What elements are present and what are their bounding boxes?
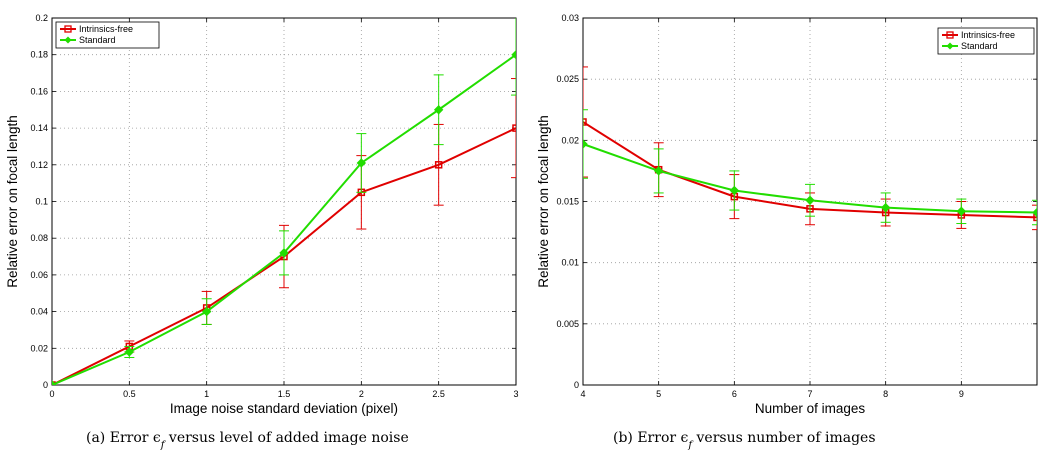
data-point [880, 202, 891, 213]
data-point [512, 124, 516, 132]
x-tick-label: 1.5 [278, 389, 291, 399]
data-point [583, 118, 587, 126]
x-tick-label: 3 [513, 389, 518, 399]
x-tick-label: 0 [49, 389, 54, 399]
x-axis-label: Number of images [755, 401, 866, 416]
data-point [201, 306, 212, 317]
series-intrinsics-free [583, 66, 1037, 231]
caption-subscript: f [160, 440, 167, 451]
x-tick-label: 0.5 [123, 389, 136, 399]
y-axis-label: Relative error on focal length [5, 115, 20, 288]
y-tick-label: 0.14 [30, 123, 48, 133]
x-tick-label: 2.5 [432, 389, 445, 399]
y-tick-label: 0.18 [30, 50, 48, 60]
chart-a: 0 0.5 1 1.5 2 2.5 3 0 0.02 0.04 0.06 0.08 0.1 0.12 0.1… [5, 13, 519, 451]
y-tick-label: 0.03 [561, 13, 579, 23]
series-line [52, 53, 516, 385]
x-tick-label: 5 [656, 389, 661, 399]
data-point [583, 139, 588, 149]
y-tick-label: 0.06 [30, 270, 48, 280]
legend-swatch-marker [946, 42, 954, 50]
legend-label: Standard [79, 35, 116, 45]
caption-text: (b) Error ϵ [613, 430, 689, 446]
legend-label: Standard [961, 41, 998, 51]
caption-text: (a) Error ϵ [86, 430, 161, 446]
y-tick-label: 0.2 [35, 13, 48, 23]
x-tick-label: 6 [732, 389, 737, 399]
legend-swatch-marker [64, 36, 72, 44]
figure-caption: (b) Error ϵf versus number of images [613, 430, 876, 451]
x-tick-label: 2 [359, 389, 364, 399]
series-intrinsics-free [52, 78, 516, 385]
data-point [433, 105, 444, 115]
series-standard [52, 18, 516, 385]
figure-caption: (a) Error ϵf versus level of added image… [86, 430, 409, 451]
y-tick-label: 0.1 [35, 197, 48, 207]
chart-b: 4 5 6 7 8 9 0 0.005 0.01 0.015 0.02 0.025 0.03 Intrin… [536, 13, 1038, 451]
data-point [1033, 213, 1037, 222]
caption-subscript: f [687, 440, 694, 451]
data-point [52, 380, 57, 385]
data-point [729, 185, 740, 196]
x-axis-label: Image noise standard deviation (pixel) [170, 401, 398, 416]
legend-label: Intrinsics-free [79, 24, 133, 34]
data-point [956, 206, 967, 216]
y-tick-label: 0.12 [30, 160, 48, 170]
data-point [805, 195, 815, 205]
y-tick-label: 0.02 [30, 343, 48, 353]
x-tick-label: 8 [883, 389, 888, 399]
data-point [279, 248, 289, 258]
y-tick-label: 0.015 [556, 197, 579, 207]
data-point [511, 49, 516, 60]
data-point [124, 347, 135, 357]
x-tick-label: 4 [580, 389, 585, 399]
legend-label: Intrinsics-free [961, 30, 1015, 40]
x-tick-label: 9 [959, 389, 964, 399]
legend-box [937, 27, 1035, 55]
legend-box [55, 21, 160, 49]
y-tick-label: 0.01 [561, 258, 579, 268]
y-tick-label: 0.025 [556, 74, 579, 84]
x-tick-label: 1 [204, 389, 209, 399]
y-axis-label: Relative error on focal length [536, 115, 551, 288]
series-area [583, 66, 1037, 231]
data-point [653, 166, 664, 176]
caption-text-rest: versus level of added image noise [164, 430, 408, 446]
legend-swatch-marker [946, 31, 954, 39]
legend-swatch-marker [64, 25, 72, 33]
y-tick-label: 0.16 [30, 86, 48, 96]
caption-text-rest: versus number of images [692, 430, 875, 446]
y-tick-label: 0.04 [30, 307, 48, 317]
series-area [52, 18, 516, 385]
y-tick-label: 0.02 [561, 135, 579, 145]
y-tick-label: 0 [43, 380, 48, 390]
x-tick-label: 7 [807, 389, 812, 399]
y-tick-label: 0 [574, 380, 579, 390]
series-standard [583, 109, 1037, 226]
data-point [434, 161, 443, 169]
y-tick-label: 0.005 [556, 319, 579, 329]
data-point [1032, 207, 1037, 218]
y-tick-label: 0.08 [30, 233, 48, 243]
data-point [356, 158, 367, 168]
